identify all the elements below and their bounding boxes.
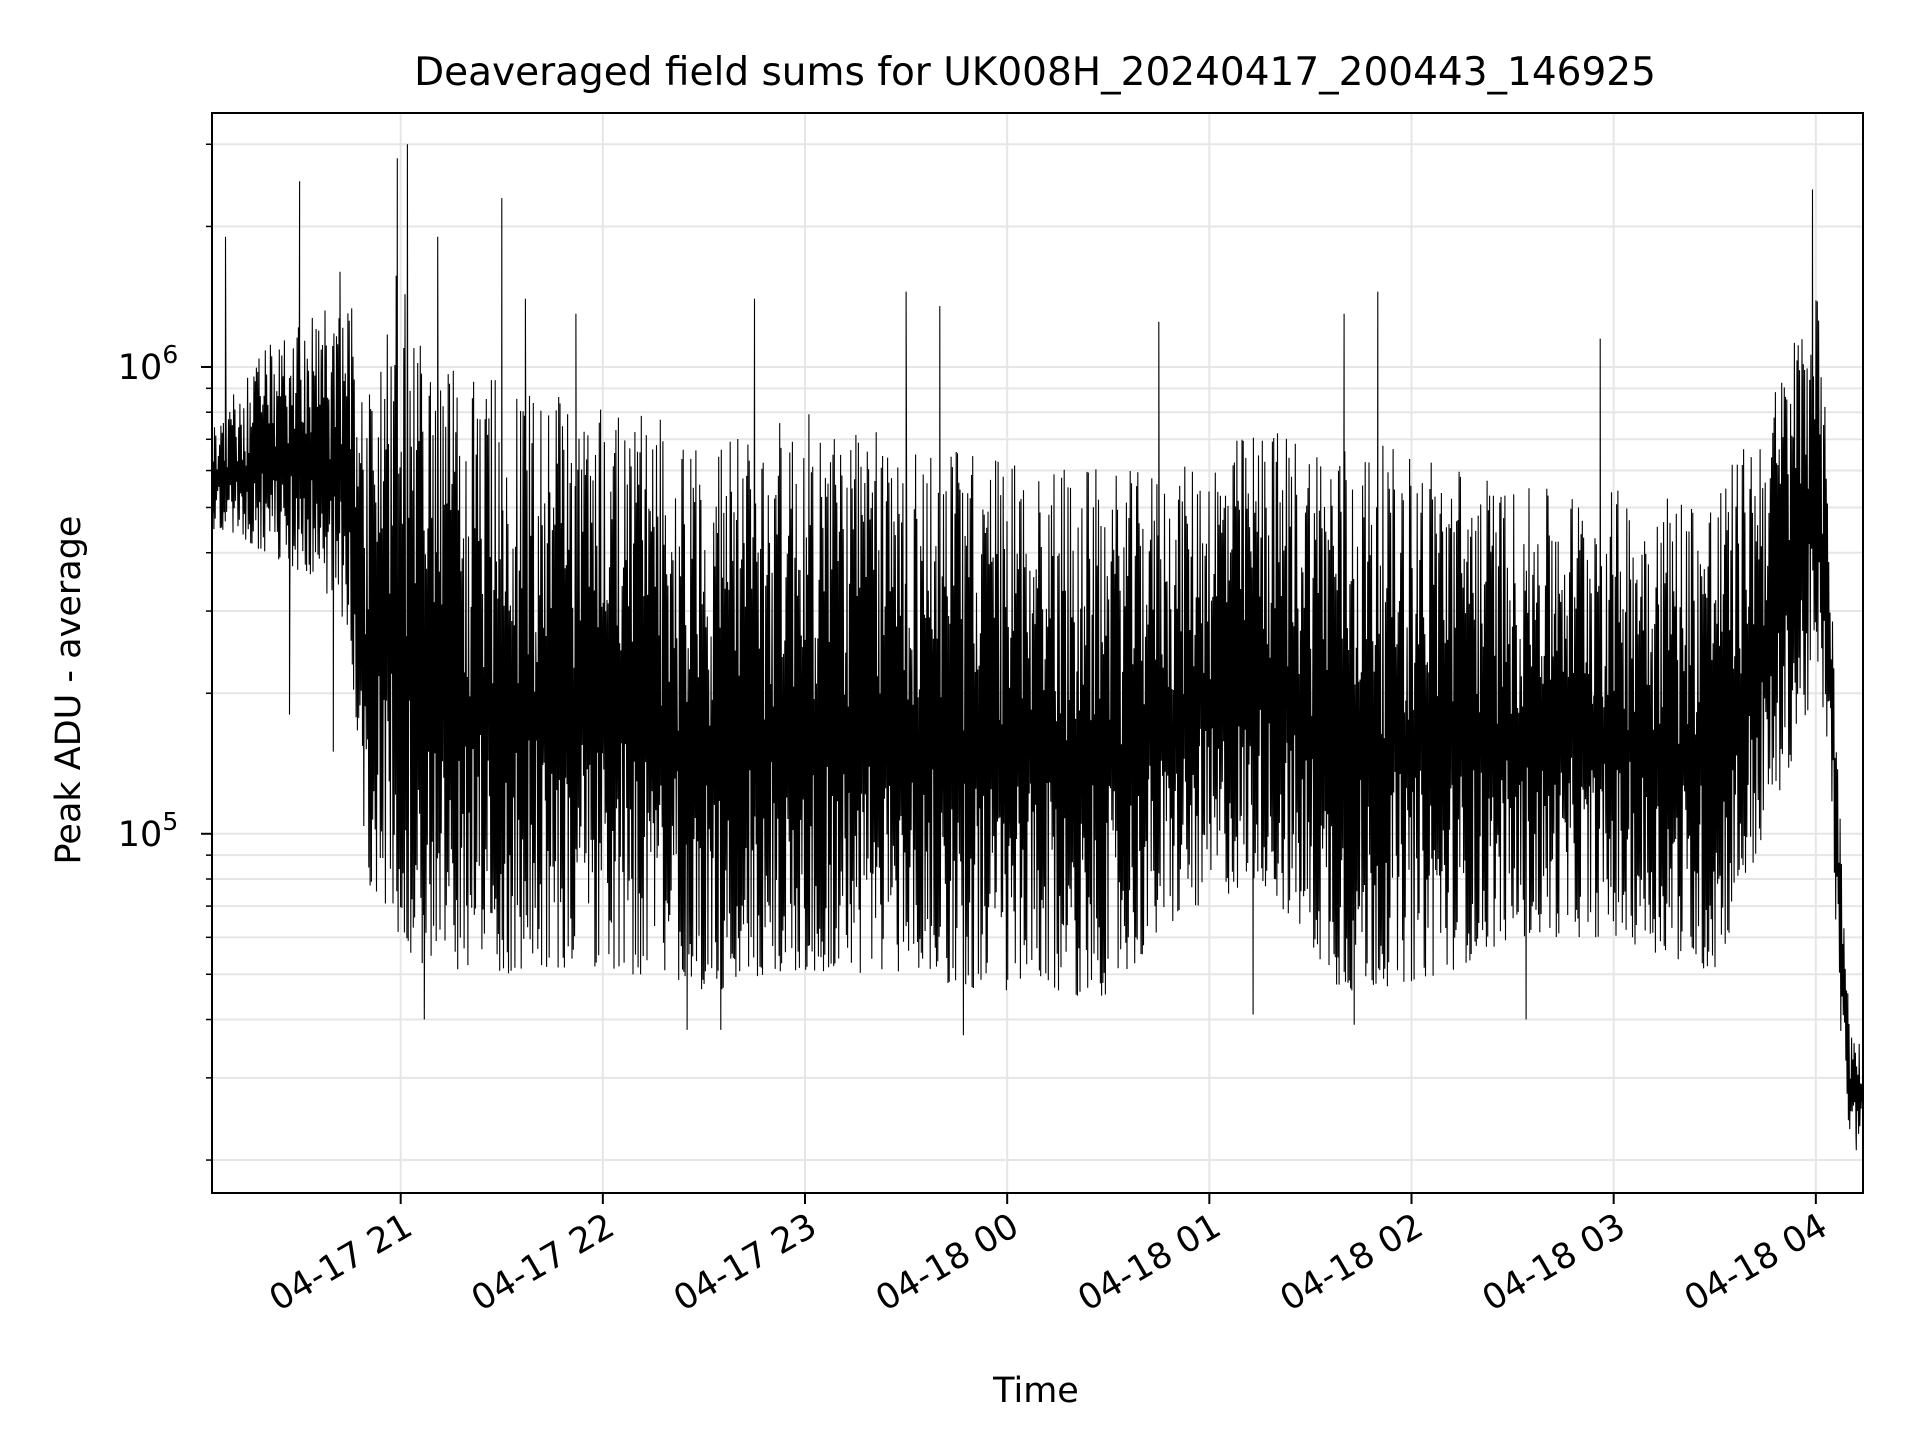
y-tick-label: 106 xyxy=(118,340,178,388)
y-tick-label-base: 10 xyxy=(118,815,163,855)
y-tick-label-exponent: 5 xyxy=(162,807,178,836)
y-tick-label-exponent: 6 xyxy=(162,340,178,369)
series-line xyxy=(211,144,1864,1151)
y-tick-label-base: 10 xyxy=(118,348,163,388)
y-tick-label: 105 xyxy=(118,807,178,855)
y-axis-label: Peak ADU - average xyxy=(49,516,89,865)
x-axis-label: Time xyxy=(992,1371,1079,1411)
chart-title: Deaveraged field sums for UK008H_2024041… xyxy=(414,50,1656,95)
y-axis-minor-ticks xyxy=(206,143,212,1161)
plot-frame xyxy=(211,112,1864,1194)
